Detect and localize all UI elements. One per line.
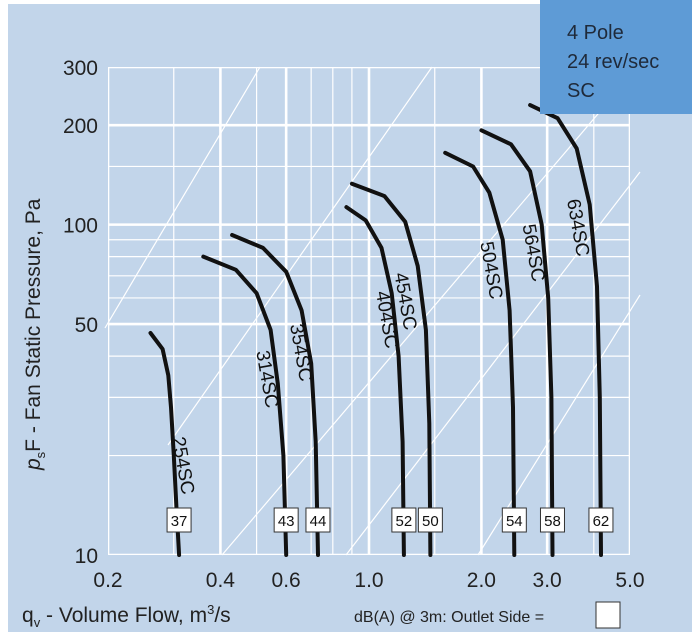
- tick-labels: 0.2 0.4 0.6 1.0 2.0 3.0 5.0 10 50 100 200 300: [63, 57, 645, 592]
- curves: [148, 103, 603, 557]
- x-tick-label: 0.6: [272, 569, 301, 592]
- db-box: [501, 507, 527, 533]
- curve-454SC: [349, 181, 433, 557]
- curve-564SC: [479, 128, 555, 557]
- db-note: dB(A) @ 3m: Outlet Side =: [354, 609, 544, 626]
- db-box: [273, 507, 299, 533]
- db-value-504SC: 54: [506, 513, 523, 530]
- info-line-2: 24 rev/sec: [567, 51, 659, 73]
- curve-404SC: [344, 205, 406, 557]
- diagonal-line: [221, 66, 639, 556]
- y-tick-label: 100: [63, 215, 98, 238]
- db-box: [417, 507, 443, 533]
- info-box: 4 Pole 24 rev/sec SC: [540, 0, 692, 114]
- y-axis-title: psF - Fan Static Pressure, Pa: [22, 198, 48, 471]
- db-value-314SC: 43: [278, 513, 295, 530]
- db-value-454SC: 50: [422, 513, 439, 530]
- y-tick-label: 200: [63, 115, 98, 138]
- db-box: [539, 507, 565, 533]
- x-axis-title: qv - Volume Flow, m3/s: [22, 602, 231, 630]
- curve-254SC: [148, 331, 182, 557]
- outlet-side-box: [595, 601, 621, 629]
- y-tick-label: 10: [75, 545, 98, 568]
- x-tick-label: 5.0: [615, 569, 644, 592]
- db-value-254SC: 37: [171, 513, 188, 530]
- curve-314SC: [201, 254, 289, 557]
- x-tick-label: 1.0: [354, 569, 383, 592]
- db-value-564SC: 58: [544, 513, 561, 530]
- x-tick-label: 0.2: [93, 569, 122, 592]
- db-value-354SC: 44: [310, 513, 327, 530]
- info-line-3: SC: [567, 80, 595, 102]
- info-line-1: 4 Pole: [567, 22, 624, 44]
- curve-634SC: [528, 103, 603, 557]
- curve-354SC: [230, 233, 320, 557]
- y-tick-label: 50: [75, 314, 98, 337]
- y-tick-label: 300: [63, 57, 98, 80]
- db-box: [305, 507, 331, 533]
- db-box: [166, 507, 192, 533]
- db-box: [391, 507, 417, 533]
- db-box: [588, 507, 614, 533]
- diagonal-line: [104, 66, 261, 329]
- diagonal-line: [167, 66, 433, 446]
- x-tick-label: 2.0: [467, 569, 496, 592]
- x-tick-label: 0.4: [206, 569, 236, 592]
- db-boxes: 37 43 44 52 50 54 58 62: [166, 507, 614, 533]
- x-tick-label: 3.0: [533, 569, 562, 592]
- db-value-634SC: 62: [593, 513, 610, 530]
- curve-504SC: [443, 150, 517, 557]
- db-value-404SC: 52: [396, 513, 413, 530]
